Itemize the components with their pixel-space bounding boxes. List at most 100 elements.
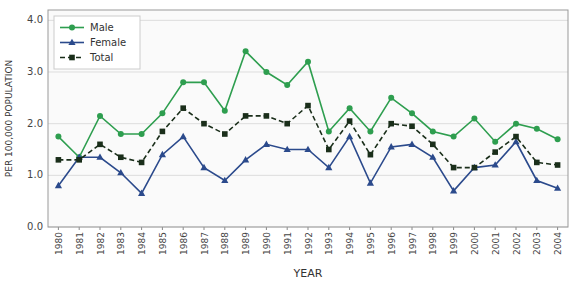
y-tick-label: 2.0 (27, 118, 43, 129)
point (200, 164, 207, 170)
point (492, 161, 499, 167)
x-tick-label: 1995 (366, 232, 376, 255)
point (408, 141, 415, 147)
point (430, 128, 436, 134)
point (346, 133, 353, 139)
x-tick-label: 1992 (304, 232, 314, 255)
y-tick-label: 3.0 (27, 66, 43, 77)
point (180, 133, 187, 139)
point (263, 69, 269, 75)
legend: MaleFemaleTotal (54, 16, 140, 69)
legend-marker (69, 25, 75, 31)
point (118, 131, 124, 137)
chart-container: 0.01.02.03.04.01980198119821983198419851… (0, 0, 578, 281)
legend-label: Male (90, 22, 114, 33)
point (450, 187, 457, 193)
point (138, 190, 145, 196)
point (513, 121, 519, 127)
point (555, 162, 561, 168)
x-tick-label: 2002 (512, 232, 522, 255)
x-tick-label: 1994 (345, 232, 355, 255)
x-tick-label: 1993 (324, 232, 334, 255)
point (368, 152, 374, 158)
point (221, 177, 228, 183)
x-tick-label: 1996 (387, 232, 397, 255)
point (367, 128, 373, 134)
plot-background (48, 10, 568, 227)
point (201, 79, 207, 85)
x-tick-label: 1980 (54, 232, 64, 255)
x-axis-label: YEAR (293, 267, 323, 280)
point (180, 105, 186, 111)
point (534, 160, 540, 166)
point (409, 110, 415, 116)
legend-marker (68, 39, 75, 45)
point (201, 121, 207, 127)
chart: 0.01.02.03.04.01980198119821983198419851… (0, 0, 578, 281)
legend-label: Total (89, 52, 113, 63)
point (430, 142, 436, 148)
x-tick-label: 1984 (137, 232, 147, 255)
point (409, 123, 415, 129)
x-tick-label: 1999 (449, 232, 459, 255)
point (284, 121, 290, 127)
point (326, 128, 332, 134)
point (284, 82, 290, 88)
y-tick-label: 4.0 (27, 14, 43, 25)
point (243, 48, 249, 54)
point (222, 131, 228, 137)
point (388, 121, 394, 127)
point (451, 134, 457, 140)
point (55, 182, 62, 188)
point (139, 160, 145, 166)
y-tick-label: 1.0 (27, 169, 43, 180)
point (471, 164, 478, 170)
point (139, 131, 145, 137)
point (471, 116, 477, 122)
grid-line (48, 72, 568, 73)
point (367, 179, 374, 185)
x-tick-label: 1985 (158, 232, 168, 255)
point (56, 157, 62, 163)
series-line (58, 106, 557, 168)
point (429, 153, 436, 159)
series-line (58, 137, 557, 194)
x-tick-label: 2001 (491, 232, 501, 255)
point (472, 165, 478, 171)
legend-marker (69, 55, 75, 61)
point (55, 134, 61, 140)
point (304, 146, 311, 152)
point (97, 142, 103, 148)
point (242, 156, 249, 162)
point (222, 108, 228, 114)
point (160, 129, 166, 135)
x-tick-label: 1989 (241, 232, 251, 255)
x-tick-label: 1983 (116, 232, 126, 255)
grid-line (48, 123, 568, 124)
point (555, 136, 561, 142)
y-tick-label: 0.0 (27, 221, 43, 232)
point (492, 139, 498, 145)
x-tick-label: 1982 (96, 232, 106, 255)
grid-line (48, 175, 568, 176)
x-tick-label: 1991 (283, 232, 293, 255)
point (97, 113, 103, 119)
point (513, 134, 519, 140)
x-tick-label: 1998 (428, 232, 438, 255)
x-tick-label: 2004 (553, 232, 563, 255)
point (243, 113, 249, 119)
plot-data (55, 48, 561, 196)
point (96, 153, 103, 159)
point (388, 143, 395, 149)
point (284, 146, 291, 152)
point (76, 157, 82, 163)
x-tick-label: 1986 (179, 232, 189, 255)
point (325, 164, 332, 170)
point (159, 110, 165, 116)
x-tick-label: 1988 (220, 232, 230, 255)
point (264, 113, 270, 119)
x-tick-label: 1997 (408, 232, 418, 255)
point (388, 95, 394, 101)
point (534, 126, 540, 132)
point (117, 169, 124, 175)
